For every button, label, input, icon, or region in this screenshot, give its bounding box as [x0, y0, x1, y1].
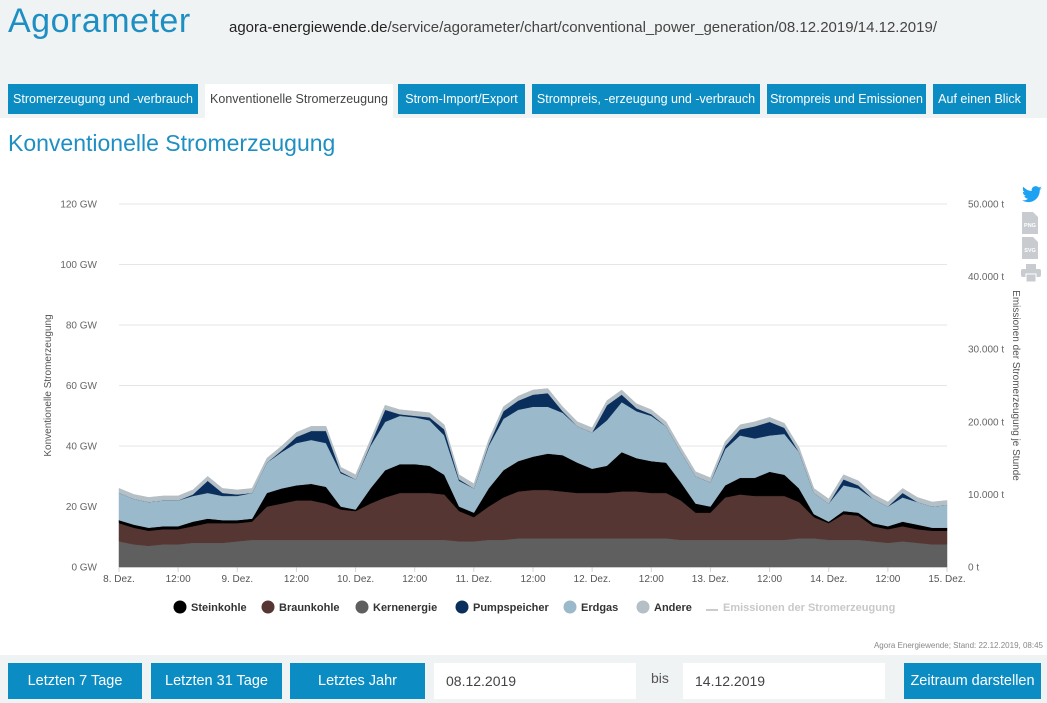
x-tick-label: 12:00	[520, 574, 545, 585]
brand-title[interactable]: Agorameter	[8, 2, 191, 40]
y-tick-label: 100 GW	[60, 260, 97, 271]
legend-item[interactable]: Erdgas	[581, 602, 618, 614]
section-title: Konventionelle Stromerzeugung	[8, 130, 336, 156]
to-date-input[interactable]	[683, 663, 885, 699]
x-tick-label: 11. Dez.	[456, 574, 493, 585]
y2-tick-label: 30.000 t	[968, 345, 1004, 356]
x-tick-label: 12:00	[166, 574, 191, 585]
legend-item[interactable]: Braunkohle	[279, 602, 340, 614]
y2-tick-label: 10.000 t	[968, 490, 1004, 501]
legend-item[interactable]: Pumpspeicher	[473, 602, 550, 614]
y-tick-label: 0 GW	[71, 563, 97, 574]
y-tick-label: 80 GW	[66, 321, 98, 332]
tab-strompreis-erzeugung[interactable]: Strompreis, -erzeugung und -verbrauch	[532, 84, 760, 114]
print-icon[interactable]	[1021, 264, 1041, 287]
y-tick-label: 60 GW	[66, 381, 98, 392]
x-tick-label: 14. Dez.	[810, 574, 847, 585]
x-tick-label: 12:00	[757, 574, 782, 585]
x-tick-label: 10. Dez.	[337, 574, 374, 585]
legend-item[interactable]: Andere	[654, 602, 692, 614]
zeitraum-darstellen-button[interactable]: Zeitraum darstellen	[904, 663, 1041, 699]
x-tick-label: 12:00	[875, 574, 900, 585]
x-tick-label: 12:00	[402, 574, 427, 585]
legend-item[interactable]: Emissionen der Stromerzeugung	[723, 602, 895, 614]
png-export-icon[interactable]: PNG	[1021, 212, 1039, 239]
png-icon-label: PNG	[1024, 223, 1036, 229]
x-tick-label: 15. Dez.	[928, 574, 965, 585]
twitter-icon[interactable]	[1021, 186, 1043, 209]
bis-label: bis	[651, 670, 669, 686]
last-year-button[interactable]: Letztes Jahr	[290, 663, 425, 699]
y2-axis-title: Emissionen der Stromerzeugung je Stunde	[1010, 290, 1021, 481]
y-axis-title: Konventionelle Stromerzeugung	[43, 314, 54, 456]
url-host: agora-energiewende.de	[229, 19, 388, 36]
legend-item[interactable]: Steinkohle	[191, 602, 247, 614]
from-date-input[interactable]	[434, 663, 636, 699]
y2-tick-label: 40.000 t	[968, 272, 1004, 283]
legend-item[interactable]: Kernenergie	[373, 602, 437, 614]
x-tick-label: 12. Dez.	[574, 574, 611, 585]
source-note: Agora Energiewende; Stand: 22.12.2019, 0…	[873, 641, 1043, 650]
svg-export-icon[interactable]: SVG	[1021, 237, 1039, 264]
x-tick-label: 12:00	[639, 574, 664, 585]
legend-marker-steinkohle	[173, 600, 187, 614]
legend-marker-pumpspeicher	[455, 600, 469, 614]
x-tick-label: 13. Dez.	[692, 574, 729, 585]
area-kernenergie[interactable]	[118, 538, 948, 568]
y2-tick-label: 20.000 t	[968, 417, 1004, 428]
url-display: agora-energiewende.de/service/agorameter…	[229, 19, 937, 36]
x-tick-label: 8. Dez.	[103, 574, 135, 585]
legend-marker-erdgas	[563, 600, 577, 614]
area-andere[interactable]	[118, 388, 948, 507]
url-path: /service/agorameter/chart/conventional_p…	[387, 19, 937, 36]
y-tick-label: 40 GW	[66, 442, 98, 453]
y2-tick-label: 0 t	[968, 563, 979, 574]
tab-stromerzeugung[interactable]: Stromerzeugung und -verbrauch	[8, 84, 198, 114]
y2-tick-label: 50.000 t	[968, 200, 1004, 211]
x-tick-label: 9. Dez.	[221, 574, 253, 585]
y-tick-label: 120 GW	[60, 200, 97, 211]
tab-import-export[interactable]: Strom-Import/Export	[398, 84, 525, 114]
tab-auf-einen-blick[interactable]: Auf einen Blick	[933, 84, 1026, 114]
last-31-days-button[interactable]: Letzten 31 Tage	[151, 663, 282, 699]
legend-marker-andere	[636, 600, 650, 614]
last-7-days-button[interactable]: Letzten 7 Tage	[8, 663, 142, 699]
y-tick-label: 20 GW	[66, 502, 98, 513]
legend-marker-braunkohle	[261, 600, 275, 614]
tab-strompreis-emissionen[interactable]: Strompreis und Emissionen	[767, 84, 926, 114]
svg-icon-label: SVG	[1024, 248, 1036, 254]
tab-konventionelle[interactable]: Konventionelle Stromerzeugung	[205, 84, 393, 118]
x-tick-label: 12:00	[284, 574, 309, 585]
legend-marker-kernenergie	[355, 600, 369, 614]
